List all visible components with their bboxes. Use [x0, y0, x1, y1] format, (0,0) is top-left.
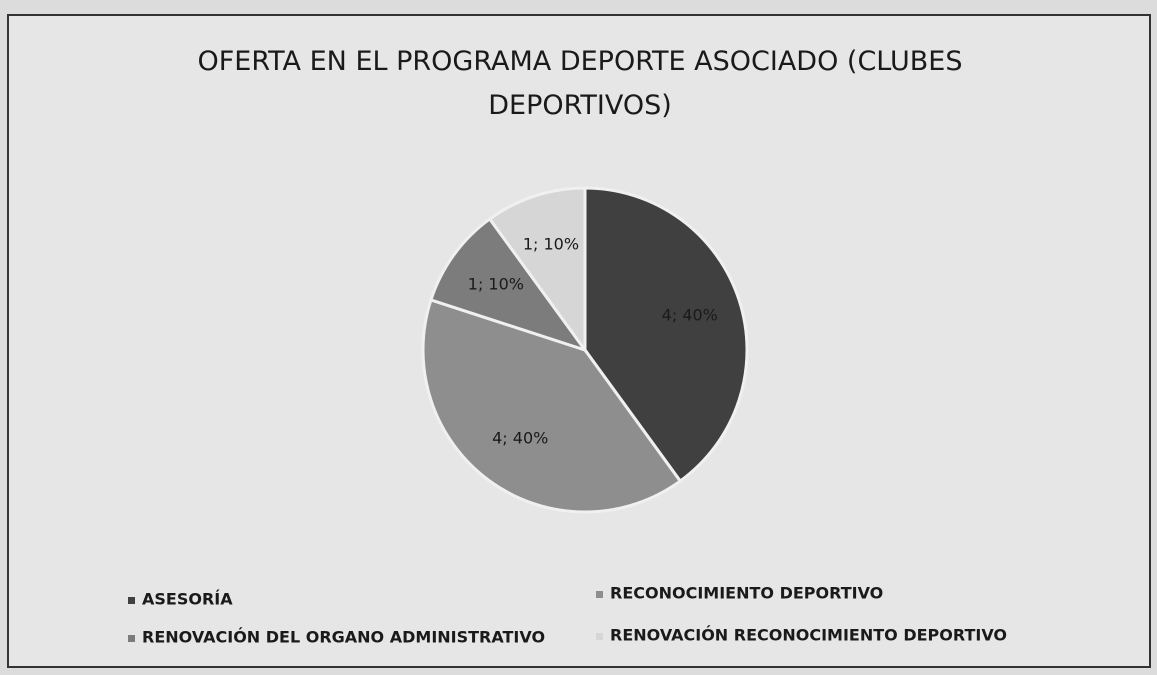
- legend-marker: [596, 633, 603, 640]
- legend-label: RECONOCIMIENTO DEPORTIVO: [610, 584, 883, 603]
- legend-label: ASESORÍA: [142, 590, 233, 609]
- chart-title: OFERTA EN EL PROGRAMA DEPORTE ASOCIADO (…: [197, 46, 963, 121]
- legend-label: RENOVACIÓN RECONOCIMIENTO DEPORTIVO: [610, 626, 1007, 645]
- legend-label: RENOVACIÓN DEL ORGANO ADMINISTRATIVO: [142, 628, 545, 647]
- legend-marker: [128, 635, 135, 642]
- pie-slice: [487, 186, 587, 355]
- pie-slice: [421, 298, 683, 514]
- pie-slice: [429, 216, 589, 353]
- legend-marker: [128, 597, 135, 604]
- data-label: 1; 10%: [523, 235, 579, 254]
- data-label: 1; 10%: [468, 275, 524, 294]
- data-label: 4; 40%: [662, 305, 718, 324]
- legend-marker: [596, 591, 603, 598]
- pie-slice: [583, 186, 749, 484]
- data-label: 4; 40%: [492, 429, 548, 448]
